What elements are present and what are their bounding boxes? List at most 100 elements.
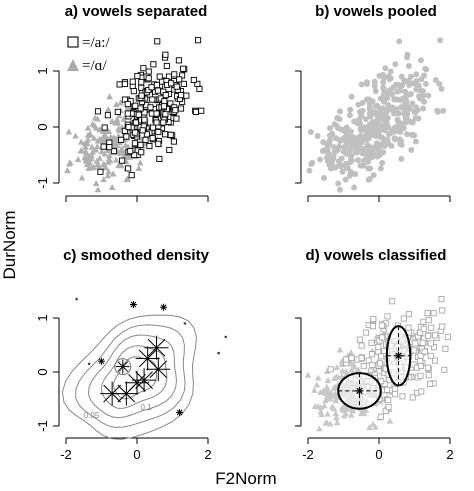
data-point [370, 172, 377, 179]
data-point [360, 363, 367, 370]
star-stroke [98, 358, 105, 365]
data-point [390, 84, 397, 91]
data-point [147, 104, 154, 111]
data-point [404, 51, 411, 58]
data-point [391, 391, 399, 398]
data-point [74, 155, 82, 162]
data-point [324, 377, 332, 384]
data-point [320, 147, 327, 154]
data-point [417, 329, 424, 336]
data-point [424, 332, 432, 339]
star-stroke [356, 387, 363, 395]
data-point [366, 106, 373, 113]
data-point [175, 57, 182, 64]
data-point [137, 141, 144, 148]
data-point [409, 131, 416, 138]
data-point [409, 394, 416, 401]
data-point [422, 65, 429, 72]
axes-b [295, 70, 451, 202]
data-point [102, 164, 110, 171]
data-point [117, 136, 125, 143]
data-point [101, 124, 108, 131]
data-point [317, 156, 324, 163]
data-point [372, 88, 379, 95]
data-point [114, 108, 121, 115]
data-point [86, 159, 94, 166]
data-point [84, 136, 92, 143]
data-point [348, 406, 356, 413]
data-point [355, 157, 362, 164]
data-point [321, 402, 328, 409]
x-tick-label: 2 [204, 447, 211, 462]
star-stroke [149, 360, 168, 379]
data-point [131, 151, 138, 159]
data-point [163, 62, 170, 70]
data-point [336, 116, 343, 123]
stray-point [87, 362, 91, 366]
data-point [96, 154, 104, 161]
data-point [383, 109, 390, 116]
data-point [123, 133, 130, 140]
class-ellipse [337, 372, 382, 410]
data-point [141, 116, 148, 123]
data-point [168, 80, 175, 87]
data-point [377, 360, 384, 367]
data-point [77, 147, 85, 154]
data-point [333, 419, 341, 426]
x-tick-label: 0 [133, 447, 140, 462]
data-point [398, 73, 405, 80]
data-point [195, 37, 202, 44]
data-point [395, 119, 402, 126]
data-point [370, 316, 377, 323]
data-point [398, 141, 405, 148]
panel-title-a: a) vowels separated [65, 3, 208, 20]
data-point [94, 108, 101, 115]
data-point [375, 129, 382, 136]
data-point [108, 183, 116, 190]
data-point [384, 386, 391, 393]
data-point [425, 372, 432, 379]
data-point [166, 146, 173, 154]
data-point [405, 311, 412, 318]
data-point [359, 99, 366, 106]
data-point [104, 112, 111, 119]
data-point [194, 80, 201, 87]
data-point [398, 155, 405, 162]
axes-a [53, 70, 209, 202]
data-point [425, 92, 432, 99]
data-point [115, 112, 123, 119]
data-point [384, 313, 391, 320]
data-point [180, 80, 187, 87]
data-point [327, 366, 334, 373]
data-point [417, 363, 424, 370]
data-point [365, 357, 372, 364]
data-point [366, 176, 373, 183]
data-point [177, 92, 185, 99]
data-point [358, 81, 365, 88]
data-point [380, 92, 387, 99]
data-point [381, 137, 388, 144]
data-point [380, 84, 387, 91]
cluster-star [125, 370, 149, 395]
axes-d [295, 317, 451, 444]
data-point [153, 110, 160, 117]
data-point [391, 96, 398, 103]
data-point [396, 87, 403, 94]
data-point [324, 144, 331, 151]
data-point [336, 346, 344, 353]
data-point [153, 119, 160, 126]
data-point [342, 176, 349, 183]
data-point [330, 384, 338, 391]
data-point [339, 406, 347, 413]
data-point [128, 172, 135, 179]
data-point [434, 108, 441, 115]
data-point [124, 105, 132, 112]
stray-point [224, 335, 228, 339]
data-point [124, 110, 131, 117]
data-point [432, 332, 439, 339]
data-point [369, 323, 377, 330]
data-point [183, 92, 190, 99]
data-point [360, 149, 367, 156]
data-point [374, 102, 381, 109]
